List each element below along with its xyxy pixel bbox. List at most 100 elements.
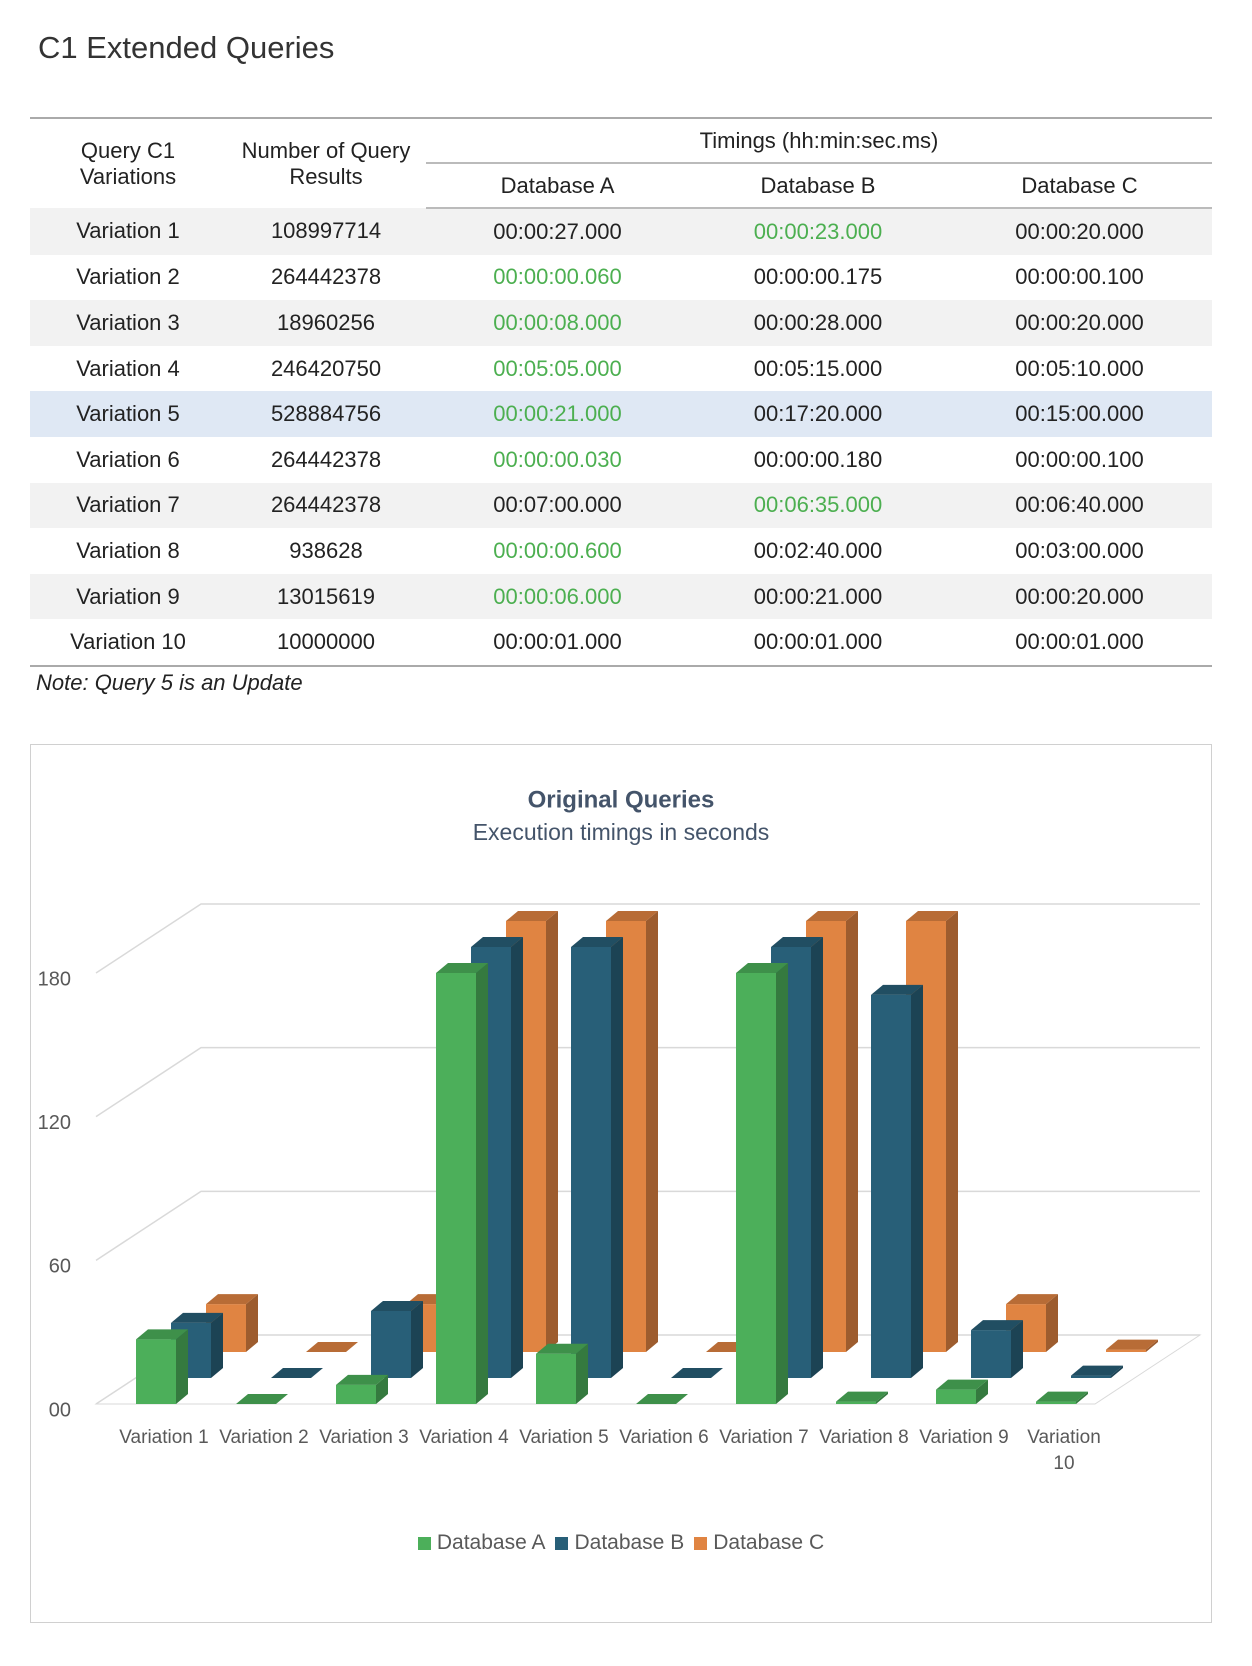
bar-face [736, 973, 776, 1404]
timings-table: Query C1 Variations Number of Query Resu… [30, 117, 1212, 667]
chart: Original Queries Execution timings in se… [30, 744, 1212, 1623]
bar-top [136, 1329, 188, 1340]
bar-side [1111, 1365, 1123, 1378]
x-tick-label: Variation 1 [119, 1427, 209, 1448]
bar-side [546, 911, 558, 1352]
x-tick-label: Variation 6 [619, 1427, 709, 1448]
table-cell: 528884756 [270, 401, 382, 427]
bar-side [376, 1374, 388, 1404]
bar-face [836, 1401, 876, 1404]
bar-top [771, 937, 823, 947]
bar [971, 1320, 1023, 1378]
bar-face [1106, 1349, 1146, 1352]
bar [836, 1391, 888, 1404]
table-cell: Variation 3 [76, 309, 180, 335]
bar-top [1036, 1391, 1088, 1402]
legend-item: Database A [417, 1531, 546, 1555]
bar-top [1071, 1365, 1123, 1376]
legend-swatch [417, 1536, 431, 1550]
bar-top [836, 1391, 888, 1402]
table-cell: 00:03:00.000 [1015, 537, 1144, 563]
bar [1071, 1365, 1123, 1378]
y-tick-label: 180 [38, 968, 71, 990]
table-cell: Variation 2 [76, 264, 180, 290]
table-row: Variation 7 264442378 00:07:00.000 00:06:35… [30, 482, 1212, 529]
table-cell: Variation 1 [76, 218, 180, 244]
x-tick-label: Variation 4 [419, 1427, 509, 1448]
bar-top [871, 984, 923, 995]
bar-top [336, 1374, 388, 1385]
table-cell: 938628 [289, 537, 363, 563]
legend-label: Database B [574, 1531, 685, 1554]
table-cell: 00:00:27.000 [493, 218, 622, 244]
table-row: Variation 3 18960256 00:00:08.000 00:00:28.… [30, 300, 1212, 346]
bar [436, 963, 488, 1404]
table-cell: 00:00:00.180 [753, 446, 883, 472]
table-cell: 00:00:00.060 [493, 264, 622, 290]
bar-face [1036, 1401, 1076, 1404]
bar-side [911, 984, 923, 1378]
table-cell: Variation 8 [76, 537, 180, 563]
header-text: Number of Query Results [241, 137, 411, 189]
table-cell: 13015619 [277, 583, 375, 609]
bar [236, 1394, 288, 1404]
table-cell: 00:00:21.000 [493, 401, 622, 427]
table-cell: 00:00:00.600 [493, 537, 622, 563]
bar [636, 1394, 688, 1404]
bar [136, 1329, 188, 1404]
legend-item: Database B [555, 1531, 684, 1555]
table-cell: 264442378 [270, 446, 382, 472]
table-cell: Variation 5 [76, 401, 180, 427]
table-cell: 00:00:06.000 [493, 583, 622, 609]
legend-label: Database A [436, 1531, 546, 1554]
table-cell: 00:00:21.000 [753, 583, 883, 609]
table-cell: 00:06:40.000 [1015, 492, 1144, 518]
table-cell: Variation 10 [30, 619, 226, 667]
bar-top [171, 1312, 223, 1323]
bar-top [436, 963, 488, 973]
table-cell: Variation 7 [76, 492, 180, 518]
bar-side [176, 1329, 188, 1404]
table-cell: 00:05:05.000 [493, 355, 622, 381]
x-tick-label: Variation 8 [819, 1427, 909, 1448]
bar [306, 1342, 358, 1352]
bar-face [371, 1310, 411, 1378]
header-text: Database A [426, 163, 689, 209]
bar-side [776, 963, 788, 1404]
bar-top [1106, 1339, 1158, 1350]
bar-top [536, 1343, 588, 1354]
bar-top [636, 1394, 688, 1404]
bar-top [671, 1368, 723, 1378]
table-cell: 108997714 [270, 218, 382, 244]
bar-top [736, 963, 788, 973]
bar [671, 1368, 723, 1378]
bar-face [871, 994, 911, 1378]
table-cell: 00:00:20.000 [1015, 583, 1144, 609]
table-row: Variation 10 10000000 00:00:01.000 00:00:01… [30, 619, 1212, 667]
table-cell: 246420750 [270, 355, 382, 381]
bar-side [811, 937, 823, 1378]
bar-side [611, 937, 623, 1378]
table-cell: 00:00:00.175 [753, 264, 883, 290]
bar-side [576, 1343, 588, 1404]
bar-top [571, 937, 623, 947]
table-cell: 00:00:28.000 [753, 309, 883, 335]
table-cell: 00:00:23.000 [753, 218, 883, 244]
legend-item: Database C [694, 1531, 824, 1555]
bar-side [411, 1300, 423, 1378]
header-cell: Query C1 Variations [30, 117, 226, 208]
x-tick-label: Variation 7 [719, 1427, 809, 1448]
table-cell: 264442378 [270, 492, 382, 518]
chart-subtitle: Execution timings in seconds [473, 819, 770, 845]
bar-side [211, 1312, 223, 1378]
bar-face [571, 947, 611, 1378]
bar-face [536, 1353, 576, 1404]
bar-top [471, 937, 523, 947]
bar-side [946, 911, 958, 1352]
header-text: Timings (hh:min:sec.ms) [426, 117, 1212, 164]
table-cell: 264442378 [270, 264, 382, 290]
grid-line [95, 903, 1200, 974]
y-tick-label: 60 [49, 1256, 71, 1278]
table-cell: 00:00:08.000 [493, 309, 622, 335]
